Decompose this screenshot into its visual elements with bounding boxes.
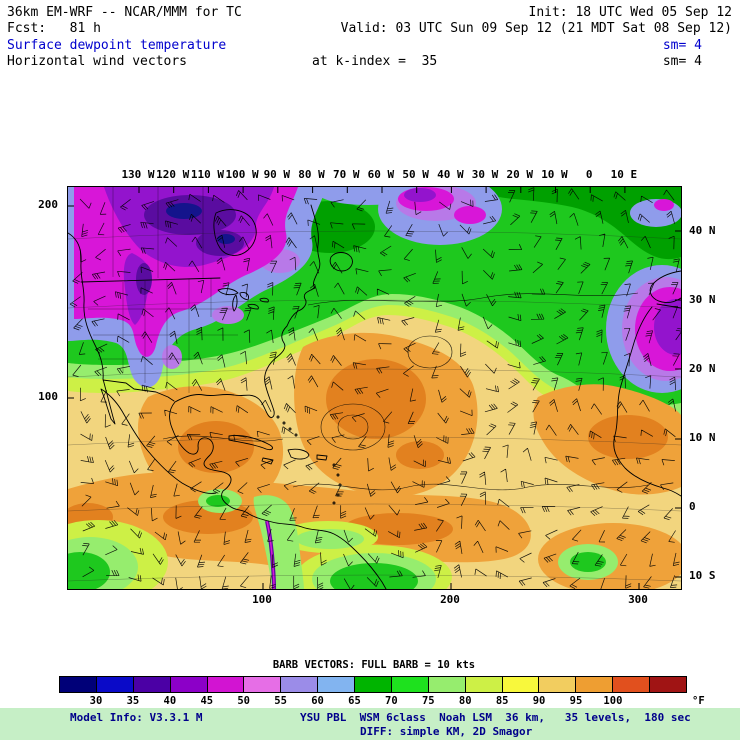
vector-title: Horizontal wind vectors bbox=[7, 54, 188, 69]
latitude-axis: 40 N 30 N 20 N 10 N 0 10 S bbox=[689, 223, 716, 583]
colorbar-swatch bbox=[169, 677, 207, 692]
colorbar-swatch bbox=[390, 677, 428, 692]
grid-x-axis: 100 200 300 bbox=[252, 593, 648, 606]
model-title: 36km EM-WRF -- NCAR/MMM for TC bbox=[7, 5, 242, 20]
colorbar-swatch bbox=[575, 677, 613, 692]
dewpoint-fill bbox=[68, 187, 681, 589]
colorbar-swatch bbox=[427, 677, 465, 692]
field-title: Surface dewpoint temperature bbox=[7, 38, 227, 53]
physics-options: YSU PBL WSM 6class Noah LSM 36 km, 35 le… bbox=[300, 711, 691, 724]
barb-legend-note: BARB VECTORS: FULL BARB = 10 kts bbox=[272, 659, 476, 671]
colorbar bbox=[59, 676, 687, 693]
colorbar-swatch bbox=[538, 677, 576, 692]
valid-time: Valid: 03 UTC Sun 09 Sep 12 (21 MDT Sat … bbox=[340, 21, 732, 36]
longitude-axis: 130 W 120 W 110 W 100 W 90 W 80 W 70 W 60 W 50 W… bbox=[121, 168, 638, 181]
colorbar-swatch bbox=[501, 677, 539, 692]
latitude-graticule bbox=[68, 230, 681, 582]
colorbar-swatch bbox=[354, 677, 391, 692]
coastlines bbox=[68, 204, 681, 589]
colorbar-swatch bbox=[612, 677, 649, 692]
colorbar-swatch bbox=[206, 677, 244, 692]
colorbar-swatch bbox=[317, 677, 354, 692]
colorbar-swatch bbox=[132, 677, 170, 692]
colorbar-swatch bbox=[649, 677, 686, 692]
diffusion-options: DIFF: simple KM, 2D Smagor bbox=[360, 725, 533, 738]
weather-map bbox=[68, 187, 681, 589]
smoothing-1: sm= 4 bbox=[662, 38, 702, 53]
colorbar-swatch bbox=[60, 677, 96, 692]
map-frame bbox=[67, 186, 682, 590]
footer: Model Info: V3.3.1 M YSU PBL WSM 6class … bbox=[0, 708, 740, 740]
colorbar-labels: 30 35 40 45 50 55 60 65 70 75 80 85 90 95 100 bbox=[89, 695, 623, 707]
colorbar-swatch bbox=[280, 677, 318, 692]
colorbar-swatch bbox=[464, 677, 502, 692]
grid-y-label: 100 bbox=[38, 390, 58, 403]
forecast-hour: Fcst: 81 h bbox=[7, 21, 101, 36]
colorbar-swatch bbox=[243, 677, 281, 692]
wind-barbs bbox=[69, 187, 681, 589]
model-version: Model Info: V3.3.1 M bbox=[70, 711, 203, 724]
colorbar-unit: °F bbox=[692, 695, 705, 707]
init-time: Init: 18 UTC Wed 05 Sep 12 bbox=[528, 5, 733, 20]
k-index-label: at k-index = 35 bbox=[312, 54, 438, 69]
colorbar-swatch bbox=[95, 677, 133, 692]
smoothing-2: sm= 4 bbox=[662, 54, 702, 69]
grid-y-label: 200 bbox=[38, 198, 58, 211]
